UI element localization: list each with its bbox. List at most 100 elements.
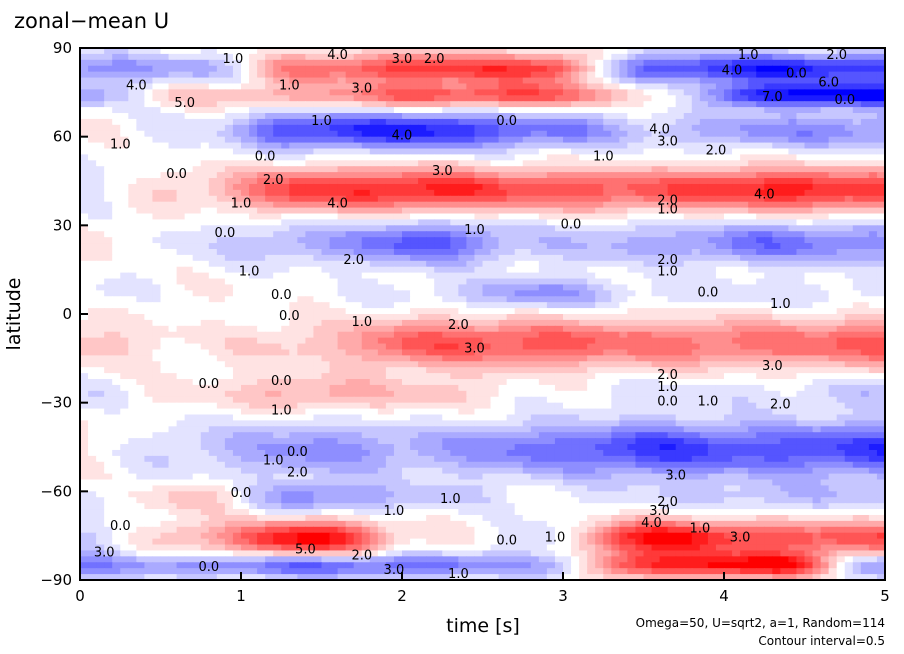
heatmap-cell [595,65,604,73]
heatmap-cell [152,154,162,161]
heatmap-cell [410,195,419,203]
heatmap-cell [748,83,757,90]
heatmap-cell [104,113,113,120]
heatmap-cell [482,337,492,345]
heatmap-cell [619,207,628,215]
heatmap-cell [635,319,645,327]
heatmap-cell [707,136,717,144]
heatmap-cell [490,101,500,108]
heatmap-cell [635,231,645,238]
heatmap-cell [643,237,653,244]
heatmap-cell [144,278,154,286]
heatmap-cell [136,183,145,191]
heatmap-cell [732,243,741,250]
heatmap-cell [619,302,628,309]
heatmap-cell [587,201,596,209]
heatmap-cell [249,160,258,167]
heatmap-cell [96,83,105,90]
heatmap-cell [619,160,628,167]
heatmap-cell [675,48,685,55]
heatmap-cell [152,130,162,138]
heatmap-cell [104,160,113,167]
heatmap-cell [426,296,435,303]
heatmap-cell [353,183,363,191]
heatmap-cell [836,160,846,167]
heatmap-cell [498,260,508,268]
heatmap-cell [120,136,129,144]
heatmap-cell [852,314,862,321]
heatmap-cell [474,231,484,238]
heatmap-cell [313,118,323,126]
heatmap-cell [659,272,669,280]
heatmap-cell [546,101,556,108]
heatmap-cell [699,89,709,96]
heatmap-cell [80,178,89,185]
heatmap-cell [764,302,773,309]
heatmap-cell [208,83,218,90]
heatmap-cell [168,160,178,167]
heatmap-cell [724,296,733,303]
heatmap-cell [740,48,749,55]
heatmap-cell [563,65,572,73]
heatmap-cell [530,166,540,173]
heatmap-cell [611,154,620,161]
heatmap-cell [184,213,194,221]
heatmap-cell [619,231,628,238]
heatmap-cell [88,290,97,297]
heatmap-cell [345,319,355,327]
heatmap-cell [249,166,258,173]
heatmap-cell [104,314,113,321]
heatmap-cell [659,319,669,327]
heatmap-cell [482,302,492,309]
heatmap-cell [571,337,580,345]
heatmap-cell [361,219,371,226]
heatmap-cell [249,183,258,191]
heatmap-cell [224,89,234,96]
heatmap-cell [321,142,331,150]
heatmap-cell [289,325,298,333]
heatmap-cell [345,107,355,114]
heatmap-cell [546,290,556,297]
heatmap-cell [844,172,854,179]
heatmap-cell [297,219,306,226]
heatmap-cell [804,53,814,61]
heatmap-cell [80,107,89,114]
heatmap-cell [852,118,862,126]
heatmap-cell [216,319,226,327]
heatmap-cell [426,337,435,345]
heatmap-cell [176,107,186,114]
heatmap-cell [88,59,97,67]
heatmap-cell [160,124,170,132]
heatmap-cell [780,154,789,161]
heatmap-cell [434,172,443,179]
heatmap-cell [579,136,588,144]
heatmap-cell [361,136,371,144]
heatmap-cell [377,319,387,327]
heatmap-cell [273,172,282,179]
heatmap-cell [603,260,612,268]
heatmap-cell [281,118,290,126]
heatmap-cell [530,154,540,161]
heatmap-cell [176,166,186,173]
heatmap-cell [136,71,145,79]
heatmap-cell [281,201,290,209]
heatmap-cell [828,178,838,185]
heatmap-cell [820,266,830,274]
heatmap-cell [828,254,838,262]
heatmap-cell [192,314,202,321]
heatmap-cell [265,77,274,85]
heatmap-cell [281,272,290,280]
heatmap-cell [530,118,540,126]
heatmap-cell [538,248,548,256]
heatmap-cell [402,142,411,150]
heatmap-cell [410,48,419,55]
heatmap-cell [402,219,411,226]
heatmap-cell [321,118,331,126]
heatmap-cell [740,172,749,179]
heatmap-cell [611,290,620,297]
heatmap-cell [740,83,749,90]
heatmap-cell [128,48,137,55]
heatmap-cell [683,207,693,215]
heatmap-cell [506,124,516,132]
heatmap-cell [200,231,210,238]
